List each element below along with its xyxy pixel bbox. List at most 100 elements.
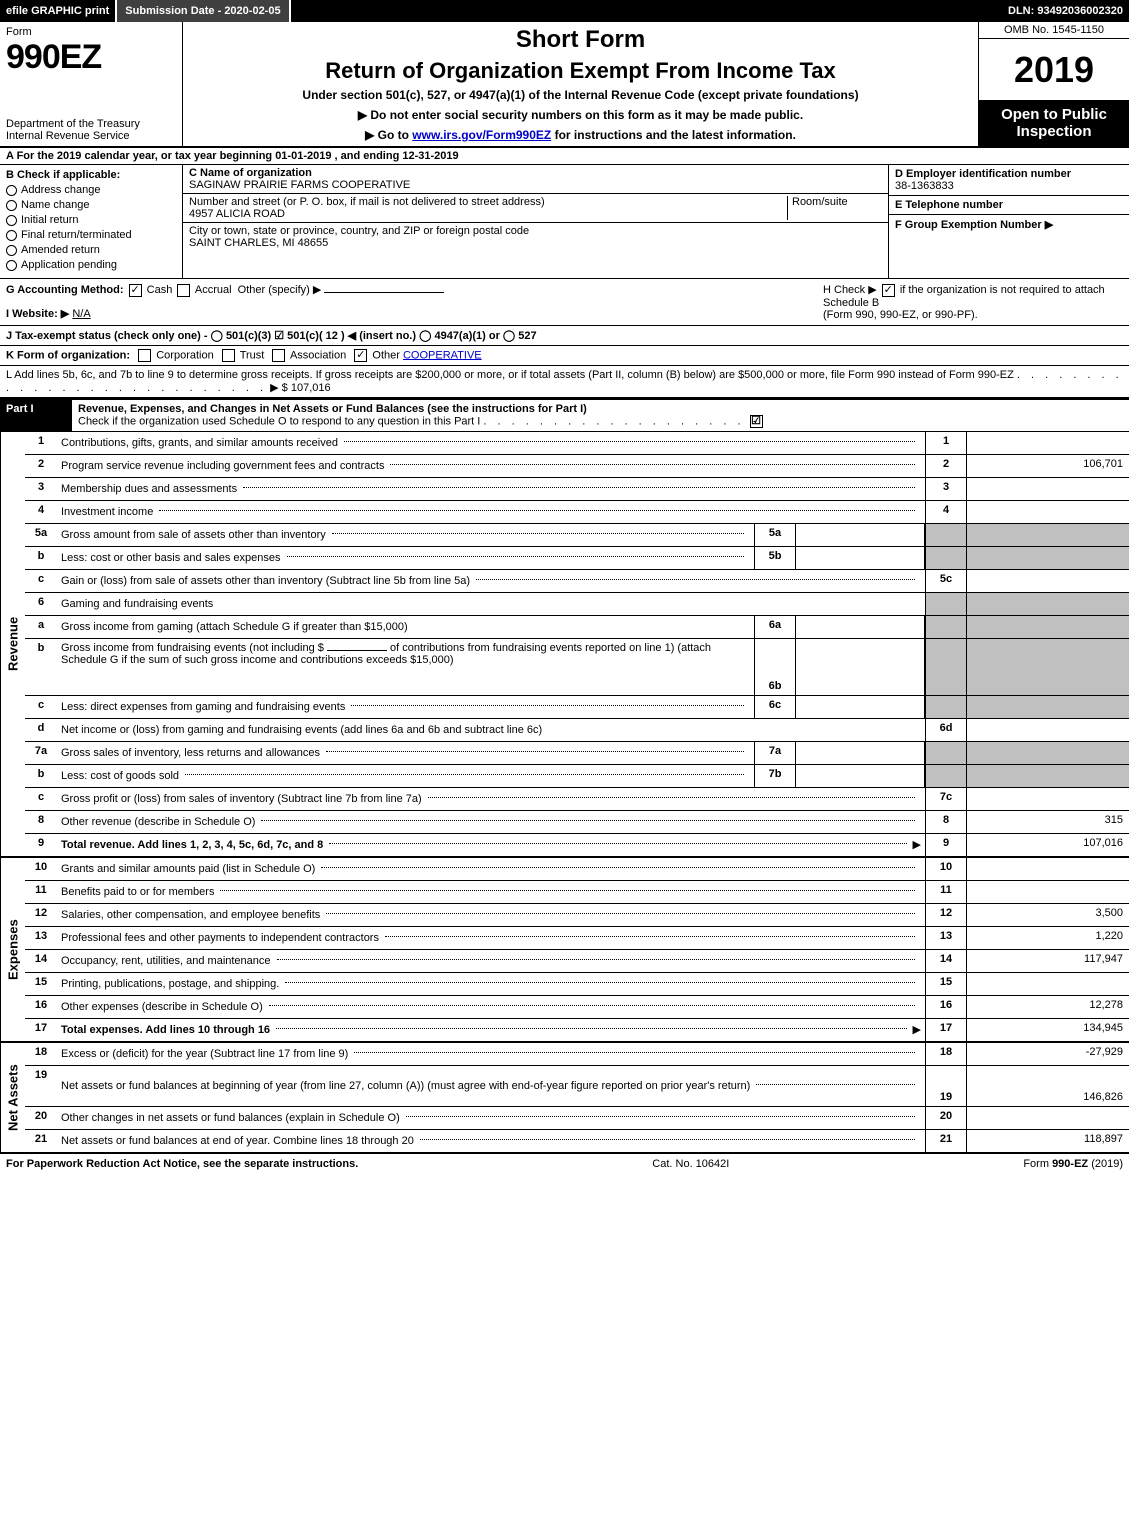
expenses-sidelabel: Expenses: [0, 858, 25, 1041]
check-initial[interactable]: Initial return: [6, 214, 176, 226]
h-text3: (Form 990, 990-EZ, or 990-PF).: [823, 309, 978, 321]
r1-desc: Contributions, gifts, grants, and simila…: [61, 437, 338, 449]
check-amended[interactable]: Amended return: [6, 244, 176, 256]
k-assoc-check[interactable]: [272, 349, 285, 362]
r6a-subamt: [796, 616, 925, 638]
revenue-rows: 1 Contributions, gifts, grants, and simi…: [25, 432, 1129, 856]
r6c-desc: Less: direct expenses from gaming and fu…: [61, 701, 345, 713]
r5b-ln-shade: [925, 547, 966, 569]
check-application[interactable]: Application pending: [6, 259, 176, 271]
row-5b: b Less: cost or other basis and sales ex…: [25, 546, 1129, 569]
check-initial-label: Initial return: [21, 214, 78, 226]
k-trust-check[interactable]: [222, 349, 235, 362]
row-2: 2 Program service revenue including gove…: [25, 454, 1129, 477]
r20-desc: Other changes in net assets or fund bala…: [61, 1112, 400, 1124]
part1-check: Check if the organization used Schedule …: [78, 415, 480, 427]
under-section: Under section 501(c), 527, or 4947(a)(1)…: [193, 88, 968, 102]
r6b-blank[interactable]: [327, 650, 387, 651]
irs-link[interactable]: www.irs.gov/Form990EZ: [412, 128, 551, 142]
r16-amt: 12,278: [966, 996, 1129, 1018]
l-text: L Add lines 5b, 6c, and 7b to line 9 to …: [6, 369, 1014, 381]
row-16: 16 Other expenses (describe in Schedule …: [25, 995, 1129, 1018]
r12-amt: 3,500: [966, 904, 1129, 926]
k-other-check[interactable]: ✓: [354, 349, 367, 362]
r5a-ln-shade: [925, 524, 966, 546]
k-label: K Form of organization:: [6, 349, 130, 361]
accrual-checkbox[interactable]: [177, 284, 190, 297]
r6b-desc: Gross income from fundraising events (no…: [61, 642, 324, 654]
r6b-sub: 6b: [754, 639, 796, 695]
r19-desc: Net assets or fund balances at beginning…: [61, 1080, 750, 1092]
h-checkbox[interactable]: ✓: [882, 284, 895, 297]
r7c-num: c: [25, 788, 57, 810]
ein-cell: D Employer identification number 38-1363…: [889, 165, 1129, 196]
r7b-num: b: [25, 765, 57, 787]
row-4: 4 Investment income 4: [25, 500, 1129, 523]
top-bar: efile GRAPHIC print Submission Date - 20…: [0, 0, 1129, 22]
other-method-input[interactable]: [324, 292, 444, 293]
col-b-checkboxes: B Check if applicable: Address change Na…: [0, 165, 183, 278]
street-value: 4957 ALICIA ROAD: [189, 208, 285, 220]
row-17: 17 Total expenses. Add lines 10 through …: [25, 1018, 1129, 1041]
r5a-sub: 5a: [754, 524, 796, 546]
r13-num: 13: [25, 927, 57, 949]
r18-amt: -27,929: [966, 1043, 1129, 1065]
r7a-ln-shade: [925, 742, 966, 764]
part1-checkbox[interactable]: ☑: [750, 415, 763, 428]
col-b-head: B Check if applicable:: [6, 169, 176, 181]
r18-num: 18: [25, 1043, 57, 1065]
org-name-cell: C Name of organization SAGINAW PRAIRIE F…: [183, 165, 888, 194]
website-value: N/A: [72, 308, 90, 320]
group-exemption: F Group Exemption Number ▶: [889, 215, 1129, 278]
r5b-sub: 5b: [754, 547, 796, 569]
r18-ln: 18: [925, 1043, 966, 1065]
r5c-amt: [966, 570, 1129, 592]
k-corp-check[interactable]: [138, 349, 151, 362]
r7c-desc: Gross profit or (loss) from sales of inv…: [61, 793, 422, 805]
cash-checkbox[interactable]: ✓: [129, 284, 142, 297]
row-7c: c Gross profit or (loss) from sales of i…: [25, 787, 1129, 810]
r2-num: 2: [25, 455, 57, 477]
r11-num: 11: [25, 881, 57, 903]
gross-receipts: L Add lines 5b, 6c, and 7b to line 9 to …: [0, 366, 1129, 398]
col-right: D Employer identification number 38-1363…: [888, 165, 1129, 278]
r13-desc: Professional fees and other payments to …: [61, 932, 379, 944]
row-gh: G Accounting Method: ✓ Cash Accrual Othe…: [0, 279, 1129, 326]
r5a-desc: Gross amount from sale of assets other t…: [61, 529, 326, 541]
check-name[interactable]: Name change: [6, 199, 176, 211]
netassets-section: Net Assets 18 Excess or (deficit) for th…: [0, 1043, 1129, 1154]
r17-num: 17: [25, 1019, 57, 1041]
r14-desc: Occupancy, rent, utilities, and maintena…: [61, 955, 271, 967]
r11-amt: [966, 881, 1129, 903]
row-7b: b Less: cost of goods sold 7b: [25, 764, 1129, 787]
expenses-rows: 10 Grants and similar amounts paid (list…: [25, 858, 1129, 1041]
r7a-num: 7a: [25, 742, 57, 764]
r6c-subamt: [796, 696, 925, 718]
r12-ln: 12: [925, 904, 966, 926]
r21-num: 21: [25, 1130, 57, 1152]
r4-ln: 4: [925, 501, 966, 523]
r2-desc: Program service revenue including govern…: [61, 460, 384, 472]
r12-desc: Salaries, other compensation, and employ…: [61, 909, 320, 921]
h-schedule-b: H Check ▶ ✓ if the organization is not r…: [817, 279, 1129, 325]
check-address[interactable]: Address change: [6, 184, 176, 196]
check-final[interactable]: Final return/terminated: [6, 229, 176, 241]
form-word: Form: [6, 26, 176, 38]
r16-desc: Other expenses (describe in Schedule O): [61, 1001, 263, 1013]
dln-label: DLN: 93492036002320: [1002, 0, 1129, 22]
r15-amt: [966, 973, 1129, 995]
r20-num: 20: [25, 1107, 57, 1129]
row-3: 3 Membership dues and assessments 3: [25, 477, 1129, 500]
r16-ln: 16: [925, 996, 966, 1018]
header-center: Short Form Return of Organization Exempt…: [183, 22, 978, 146]
r13-amt: 1,220: [966, 927, 1129, 949]
efile-label[interactable]: efile GRAPHIC print: [0, 0, 117, 22]
l-value: 107,016: [291, 382, 331, 394]
row-10: 10 Grants and similar amounts paid (list…: [25, 858, 1129, 880]
r6a-desc: Gross income from gaming (attach Schedul…: [61, 621, 408, 633]
r17-desc: Total expenses. Add lines 10 through 16: [61, 1024, 270, 1036]
row-15: 15 Printing, publications, postage, and …: [25, 972, 1129, 995]
check-application-label: Application pending: [21, 259, 117, 271]
row-13: 13 Professional fees and other payments …: [25, 926, 1129, 949]
l-arrow: ▶ $: [270, 382, 288, 394]
